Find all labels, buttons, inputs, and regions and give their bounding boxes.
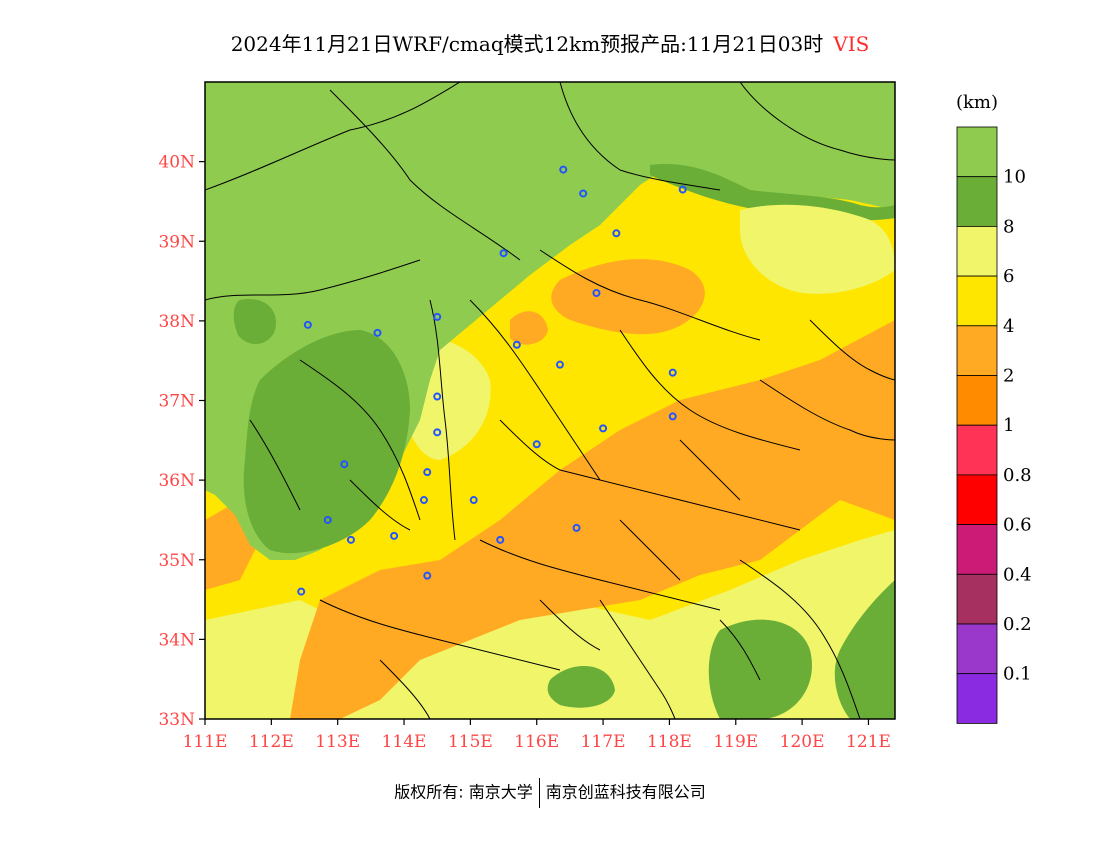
legend-label: 10 — [1003, 167, 1026, 188]
region-8to10-north-band — [650, 164, 895, 221]
city-marker — [668, 368, 677, 377]
lon-label: 115E — [448, 732, 493, 752]
longitude-axis: 111E 112E 113E 114E 115E 116E 117E 118E 119E 120E… — [183, 719, 891, 752]
legend-label: 4 — [1003, 316, 1014, 337]
city-marker — [668, 412, 677, 421]
lon-label: 114E — [382, 732, 427, 752]
city-marker — [499, 249, 508, 258]
footer: 版权所有: 南京大学 南京创蓝科技有限公司 — [0, 778, 1100, 808]
legend-swatch — [956, 225, 998, 277]
legend-swatch — [956, 325, 998, 376]
legend-label: 0.6 — [1003, 515, 1032, 536]
legend-label: 0.1 — [1003, 664, 1032, 685]
legend-swatch — [956, 126, 998, 178]
city-marker — [373, 328, 382, 337]
lat-label: 39N — [158, 232, 195, 252]
legend-swatch — [956, 524, 998, 575]
lat-label: 35N — [158, 551, 195, 571]
city-marker — [572, 523, 581, 532]
legend-swatch — [956, 275, 998, 327]
legend-swatch — [956, 623, 998, 675]
lon-label: 113E — [315, 732, 360, 752]
legend-swatch — [956, 573, 998, 625]
city-marker — [592, 289, 601, 298]
city-marker — [303, 320, 312, 329]
region-6to8-east — [740, 204, 895, 294]
city-marker — [340, 460, 349, 469]
city-marker — [433, 392, 442, 401]
region-2to4-northwest — [510, 311, 548, 345]
city-marker — [323, 515, 332, 524]
city-marker — [423, 468, 432, 477]
city-marker — [496, 535, 505, 544]
variable-label: VIS — [833, 32, 870, 56]
legend-unit: (km) — [956, 92, 998, 113]
lon-label: 119E — [713, 732, 758, 752]
region-8to10-plateau — [233, 299, 276, 345]
legend-label: 0.2 — [1003, 614, 1032, 635]
lat-label: 33N — [158, 710, 195, 730]
color-legend: (km) 10 8 6 4 2 1 0.8 0.6 0.4 0.2 0.1 — [956, 92, 1032, 724]
legend-swatch — [956, 673, 998, 724]
region-2to4-central — [290, 320, 895, 719]
city-marker — [612, 229, 621, 238]
city-markers — [297, 165, 687, 596]
city-marker — [512, 340, 521, 349]
city-marker — [297, 587, 306, 596]
visibility-field — [205, 82, 895, 719]
lat-label: 36N — [158, 471, 195, 491]
latitude-axis: 40N 39N 38N 37N 36N 35N 34N 33N — [158, 153, 205, 730]
legend-label: 2 — [1003, 366, 1014, 387]
city-marker — [532, 440, 541, 449]
region-8to10-southwest — [547, 666, 615, 708]
city-marker — [423, 571, 432, 580]
footer-left: 版权所有: 南京大学 — [394, 782, 533, 802]
lon-label: 121E — [846, 732, 891, 752]
legend-swatch — [956, 176, 998, 227]
city-marker — [678, 185, 687, 194]
lon-label: 116E — [514, 732, 559, 752]
legend-label: 0.8 — [1003, 465, 1032, 486]
city-marker — [433, 428, 442, 437]
legend-label: 6 — [1003, 266, 1014, 287]
legend-swatch — [956, 474, 998, 525]
lat-label: 37N — [158, 392, 195, 412]
legend-swatch — [956, 375, 998, 426]
lat-label: 34N — [158, 630, 195, 650]
admin-boundaries — [205, 82, 895, 719]
lat-label: 38N — [158, 312, 195, 332]
region-8to10-southeast — [834, 580, 895, 719]
region-8to10-south — [708, 619, 812, 719]
map-title: 2024年11月21日WRF/cmaq模式12km预报产品:11月21日03时 V… — [0, 28, 1100, 57]
city-marker — [419, 496, 428, 505]
title-text: 2024年11月21日WRF/cmaq模式12km预报产品:11月21日03时 — [230, 32, 824, 56]
city-marker — [559, 165, 568, 174]
legend-label: 0.4 — [1003, 564, 1032, 585]
legend-label: 1 — [1003, 415, 1014, 436]
lon-label: 118E — [647, 732, 692, 752]
city-marker — [433, 312, 442, 321]
city-marker — [599, 424, 608, 433]
city-marker — [346, 535, 355, 544]
region-8to10-west — [243, 330, 410, 554]
lon-label: 117E — [581, 732, 626, 752]
legend-label: 8 — [1003, 216, 1014, 237]
lon-label: 112E — [249, 732, 294, 752]
city-marker — [390, 531, 399, 540]
lon-label: 120E — [780, 732, 825, 752]
lat-label: 40N — [158, 153, 195, 173]
city-marker — [469, 496, 478, 505]
lon-label: 111E — [183, 732, 228, 752]
footer-divider — [538, 778, 540, 808]
city-marker — [579, 189, 588, 198]
legend-swatch — [956, 424, 998, 476]
footer-right: 南京创蓝科技有限公司 — [545, 782, 706, 802]
city-marker — [555, 360, 564, 369]
